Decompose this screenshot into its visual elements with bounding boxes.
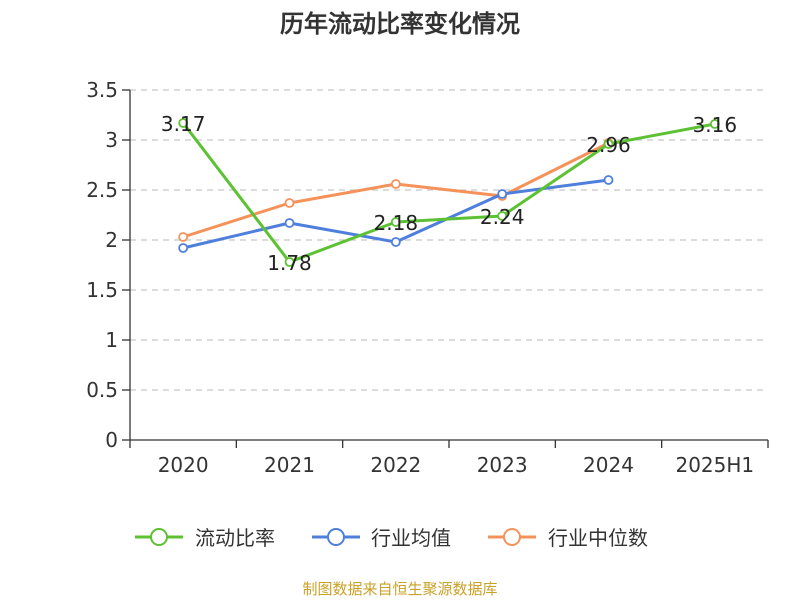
y-tick-label: 0	[105, 428, 118, 452]
x-tick-label: 2024	[583, 453, 634, 477]
y-tick-label: 1.5	[86, 278, 118, 302]
x-tick-label: 2025H1	[675, 453, 754, 477]
data-labels: 3.17 1.78 2.18 2.24 2.96 3.16	[161, 112, 737, 275]
data-point	[603, 139, 614, 149]
data-label: 1.78	[267, 251, 312, 275]
legend-label: 流动比率	[195, 526, 275, 550]
grid-lines	[130, 89, 768, 391]
data-label: 3.16	[693, 113, 738, 137]
legend[interactable]: 流动比率 行业均值 行业中位数	[135, 526, 648, 550]
y-tick-label: 3	[105, 128, 118, 152]
data-point	[284, 218, 295, 228]
chart-title: 历年流动比率变化情况	[280, 10, 520, 38]
data-point	[284, 257, 295, 267]
data-point	[390, 179, 401, 189]
y-tick-label: 2	[105, 228, 118, 252]
y-tick-label: 2.5	[86, 178, 118, 202]
data-label: 3.17	[161, 112, 206, 136]
legend-label: 行业均值	[371, 526, 451, 550]
source-note: 制图数据来自恒生聚源数据库	[302, 580, 497, 598]
series-line	[181, 122, 716, 264]
data-point	[497, 211, 508, 221]
data-point	[709, 119, 720, 129]
x-tick-label: 2021	[264, 453, 315, 477]
series-0	[178, 118, 720, 267]
x-tick-label: 2020	[158, 453, 209, 477]
legend-marker	[503, 528, 521, 546]
legend-item[interactable]: 行业中位数	[488, 526, 648, 550]
y-tick-label: 1	[105, 328, 118, 352]
data-point	[284, 198, 295, 208]
legend-marker	[150, 528, 168, 546]
data-point	[178, 118, 189, 128]
y-axis-ticks: 0 0.5 1 1.5 2 2.5 3 3.5	[86, 78, 130, 452]
data-label: 2.96	[586, 133, 631, 157]
series-lines	[178, 118, 720, 267]
data-label: 2.18	[374, 211, 419, 235]
data-point	[603, 175, 614, 185]
data-point	[178, 232, 189, 242]
data-point	[178, 243, 189, 253]
data-point	[390, 237, 401, 247]
data-point	[390, 217, 401, 227]
data-label: 2.24	[480, 205, 525, 229]
x-axis-ticks: 2020 2021 2022 2023 2024 2025H1	[129, 440, 769, 477]
x-tick-label: 2022	[370, 453, 421, 477]
legend-item[interactable]: 行业均值	[312, 526, 451, 550]
y-tick-label: 0.5	[86, 378, 118, 402]
series-1	[178, 175, 614, 253]
axes	[129, 90, 768, 441]
data-point	[497, 189, 508, 199]
y-tick-label: 3.5	[86, 78, 118, 102]
legend-item[interactable]: 流动比率	[135, 526, 275, 550]
legend-marker	[327, 528, 345, 546]
legend-label: 行业中位数	[548, 526, 648, 550]
x-tick-label: 2023	[477, 453, 528, 477]
